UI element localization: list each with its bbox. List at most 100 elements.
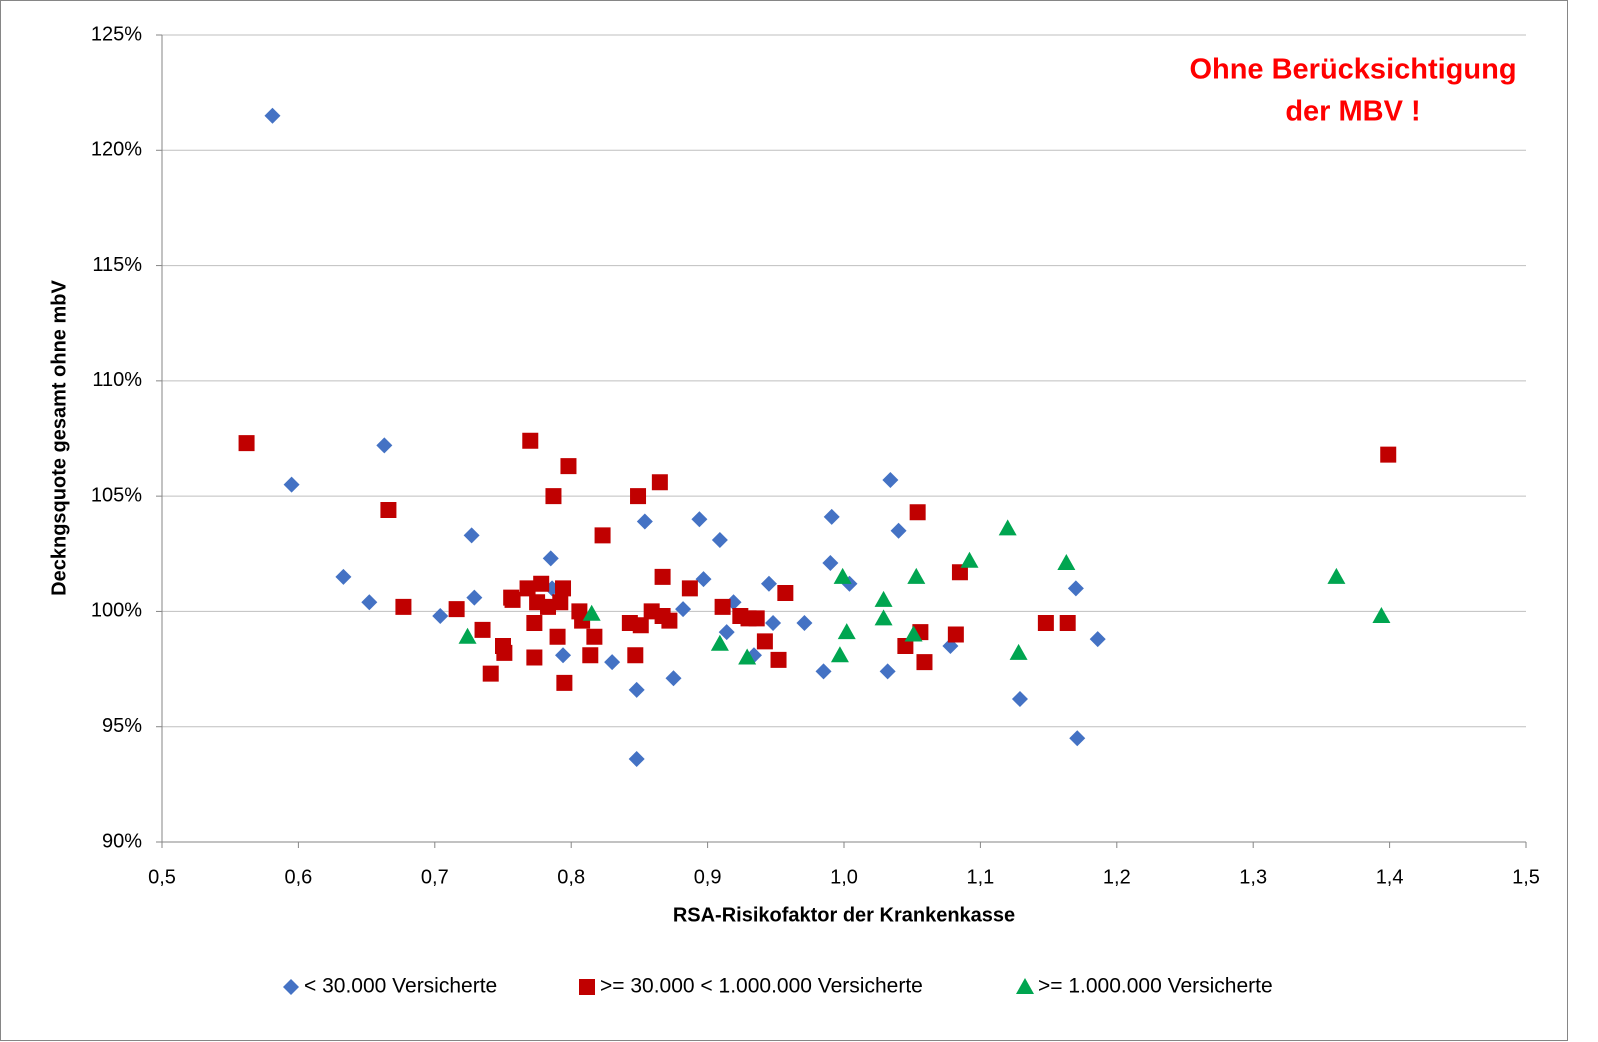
point: [556, 674, 573, 691]
point: [830, 646, 849, 663]
y-tick-label: 115%: [92, 254, 142, 276]
point: [466, 589, 483, 606]
y-tick-label: 105%: [91, 484, 142, 506]
point: [710, 634, 729, 651]
x-tick-label: 0,9: [694, 866, 722, 888]
point: [552, 594, 569, 611]
point: [628, 681, 645, 698]
y-axis-label: Deckngsquote gesamt ohne mbV: [48, 280, 70, 596]
point: [555, 580, 572, 597]
point: [549, 628, 566, 645]
point: [777, 584, 794, 601]
point: [897, 638, 914, 655]
point: [264, 107, 281, 124]
x-tick-label: 0,5: [148, 866, 176, 888]
point: [526, 649, 543, 666]
point: [533, 575, 550, 592]
point: [1069, 730, 1086, 747]
point: [711, 531, 728, 548]
legend-marker: [283, 979, 299, 995]
point: [651, 474, 668, 491]
point: [1372, 607, 1391, 624]
legend-label: >= 30.000 < 1.000.000 Versicherte: [600, 975, 923, 998]
point: [522, 432, 539, 449]
point: [594, 527, 611, 544]
point: [283, 476, 300, 493]
point: [361, 594, 378, 611]
y-tick-label: 100%: [91, 600, 142, 622]
x-tick-label: 1,2: [1103, 866, 1131, 888]
point: [540, 598, 557, 615]
legend-label: < 30.000 Versicherte: [304, 975, 497, 998]
point: [632, 617, 649, 634]
point: [796, 614, 813, 631]
point: [335, 568, 352, 585]
annotation: Ohne Berücksichtigung: [1189, 54, 1516, 86]
y-tick-label: 90%: [102, 830, 142, 852]
point: [904, 625, 923, 642]
point: [837, 623, 856, 640]
point: [714, 598, 731, 615]
point: [458, 627, 477, 644]
point: [474, 621, 491, 638]
point: [1057, 554, 1076, 571]
point: [815, 663, 832, 680]
legend-label: >= 1.000.000 Versicherte: [1038, 975, 1273, 998]
point: [1067, 580, 1084, 597]
point: [998, 519, 1017, 536]
x-tick-label: 1,1: [966, 866, 994, 888]
point: [675, 601, 692, 618]
point: [951, 564, 968, 581]
point: [504, 591, 521, 608]
point: [604, 654, 621, 671]
point: [582, 647, 599, 664]
point: [545, 488, 562, 505]
point: [879, 663, 896, 680]
y-tick-label: 120%: [91, 139, 142, 161]
point: [718, 624, 735, 641]
y-tick-label: 95%: [102, 715, 142, 737]
point: [448, 601, 465, 618]
point: [916, 654, 933, 671]
point: [760, 575, 777, 592]
x-tick-label: 0,8: [557, 866, 585, 888]
x-tick-label: 0,6: [284, 866, 312, 888]
x-tick-label: 1,3: [1239, 866, 1267, 888]
point: [519, 580, 536, 597]
point: [560, 458, 577, 475]
y-tick-label: 110%: [92, 369, 142, 391]
x-tick-label: 1,5: [1512, 866, 1540, 888]
legend-marker: [1016, 978, 1034, 994]
point: [1009, 643, 1028, 660]
point: [874, 609, 893, 626]
point: [874, 590, 893, 607]
x-tick-label: 1,0: [830, 866, 858, 888]
point: [909, 504, 926, 521]
point: [1089, 631, 1106, 648]
point: [748, 610, 765, 627]
point: [496, 644, 513, 661]
point: [882, 472, 899, 489]
x-tick-label: 0,7: [421, 866, 449, 888]
point: [1327, 567, 1346, 584]
point: [1380, 446, 1397, 463]
point: [482, 665, 499, 682]
point: [691, 511, 708, 528]
point: [376, 437, 393, 454]
point: [654, 568, 671, 585]
point: [738, 648, 757, 665]
point: [380, 501, 397, 518]
x-tick-label: 1,4: [1376, 866, 1404, 888]
point: [823, 508, 840, 525]
point: [695, 571, 712, 588]
point: [630, 488, 647, 505]
point: [627, 647, 644, 664]
point: [542, 550, 559, 567]
point: [756, 633, 773, 650]
point: [947, 626, 964, 643]
point: [555, 647, 572, 664]
point: [586, 628, 603, 645]
point: [833, 567, 852, 584]
